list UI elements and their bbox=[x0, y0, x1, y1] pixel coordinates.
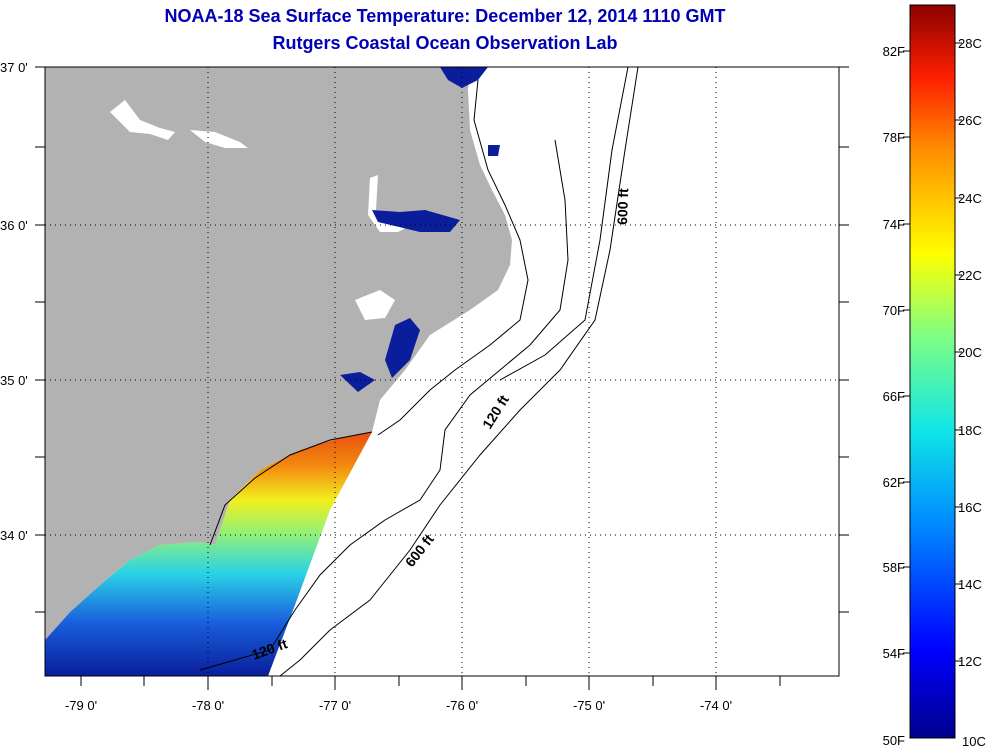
estuary bbox=[372, 210, 460, 232]
coastline bbox=[209, 431, 373, 546]
depth-contour-600ft bbox=[279, 67, 639, 676]
sound-white bbox=[190, 130, 248, 148]
colorbar-f-label: 50F bbox=[883, 733, 905, 748]
map-title: NOAA-18 Sea Surface Temperature: Decembe… bbox=[164, 6, 726, 26]
coastline bbox=[377, 79, 529, 436]
colorbar-c-label: 20C bbox=[958, 345, 982, 360]
colorbar-c-label: 18C bbox=[958, 423, 982, 438]
colorbar-c-label: 14C bbox=[958, 577, 982, 592]
depth-contour-600ft-inner bbox=[499, 67, 629, 381]
depth-contour-120ft bbox=[199, 139, 569, 671]
estuary bbox=[488, 145, 500, 156]
colorbar-c-label: 10C bbox=[962, 734, 986, 749]
land-mass bbox=[45, 67, 512, 640]
colorbar-f-label: 78F bbox=[883, 130, 905, 145]
colorbar-f-label: 74F bbox=[883, 217, 905, 232]
lat-label: 36 0' bbox=[0, 218, 28, 233]
colorbar-f-label: 70F bbox=[883, 303, 905, 318]
sound-white bbox=[355, 290, 395, 320]
contour-label-600ft: 600 ft bbox=[614, 188, 631, 225]
colorbar-c-label: 16C bbox=[958, 500, 982, 515]
lon-label: -75 0' bbox=[573, 698, 605, 713]
colorbar-c-labels: 28C 26C 24C 22C 20C 18C 16C 14C 12C 10C bbox=[958, 36, 986, 749]
lon-label: -78 0' bbox=[192, 698, 224, 713]
colorbar-f-label: 58F bbox=[883, 560, 905, 575]
colorbar bbox=[909, 4, 956, 739]
sound-white bbox=[110, 100, 175, 140]
lat-label: 34 0' bbox=[0, 528, 28, 543]
lon-label: -77 0' bbox=[319, 698, 351, 713]
estuary bbox=[385, 318, 420, 378]
map-subtitle: Rutgers Coastal Ocean Observation Lab bbox=[272, 33, 618, 53]
colorbar-f-label: 54F bbox=[883, 646, 905, 661]
sst-swath bbox=[45, 432, 372, 676]
lat-label: 37 0' bbox=[0, 60, 28, 75]
lon-label: -76 0' bbox=[446, 698, 478, 713]
colorbar-c-label: 22C bbox=[958, 268, 982, 283]
colorbar-c-label: 24C bbox=[958, 191, 982, 206]
estuary bbox=[440, 67, 488, 88]
colorbar-c-label: 28C bbox=[958, 36, 982, 51]
lon-label: -74 0' bbox=[700, 698, 732, 713]
colorbar-f-label: 66F bbox=[883, 389, 905, 404]
map-border bbox=[44, 66, 840, 677]
colorbar-c-label: 26C bbox=[958, 113, 982, 128]
lat-label: 35 0' bbox=[0, 373, 28, 388]
colorbar-f-label: 82F bbox=[883, 44, 905, 59]
colorbar-ticks bbox=[903, 42, 962, 662]
estuary bbox=[340, 372, 375, 392]
colorbar-c-label: 12C bbox=[958, 654, 982, 669]
colorbar-f-label: 62F bbox=[883, 475, 905, 490]
lon-label: -79 0' bbox=[65, 698, 97, 713]
tick-marks bbox=[35, 66, 849, 690]
colorbar-f-labels: 82F 78F 74F 70F 66F 62F 58F 54F 50F bbox=[883, 44, 905, 748]
